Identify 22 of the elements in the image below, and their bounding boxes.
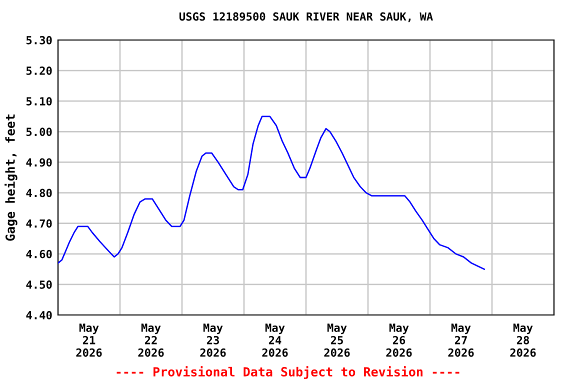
x-tick-label: May 26 2026 — [386, 324, 412, 357]
x-tick-label: May 24 2026 — [262, 324, 288, 357]
y-tick-label: 4.40 — [26, 310, 52, 320]
y-tick-label: 5.00 — [26, 128, 52, 136]
y-axis-title: Gage height, feet — [4, 114, 18, 241]
y-tick-label: 4.80 — [26, 188, 52, 198]
x-tick-label: May 28 2026 — [510, 324, 536, 357]
y-tick-label: 4.90 — [26, 158, 52, 167]
y-tick-label: 4.70 — [26, 219, 52, 228]
text: ---- Provisional Data Subject to Revision ---- — [116, 366, 460, 379]
y-tick-label: 5.20 — [26, 66, 52, 75]
x-tick-label: May 22 2026 — [138, 324, 164, 357]
x-tick-label: May 21 2026 — [76, 324, 102, 357]
x-tick-label: May 25 2026 — [324, 324, 350, 357]
x-tick-label: May 23 2026 — [200, 324, 226, 357]
y-tick-label: 4.60 — [26, 250, 52, 258]
y-tick-label: 5.10 — [26, 97, 52, 106]
y-tick-label: 4.50 — [26, 280, 52, 289]
chart-title: USGS 12189500 SAUK RIVER NEAR SAUK, WA — [179, 12, 433, 22]
y-tick-label: 5.30 — [26, 36, 52, 44]
x-tick-label: May 27 2026 — [448, 324, 474, 357]
line-series — [58, 116, 485, 270]
